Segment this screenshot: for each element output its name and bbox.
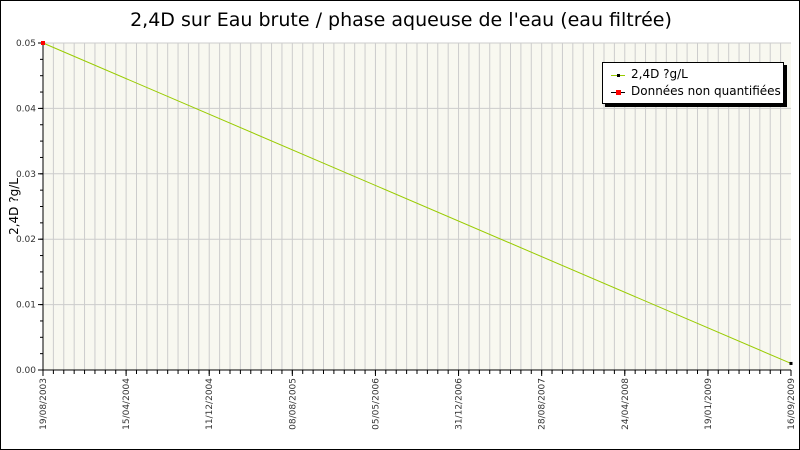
y-tick-label: 0.02 [16,235,36,245]
x-tick-label: 31/12/2006 [455,378,465,430]
legend-swatch-red [611,87,625,97]
y-axis-label: 2,4D ?g/L [7,178,21,235]
x-tick-label: 19/08/2003 [39,378,49,430]
x-tick-label: 15/04/2004 [122,378,132,430]
series-line [42,42,792,364]
x-tick-label: 28/08/2007 [538,378,548,430]
x-tick-label: 16/09/2009 [787,378,797,430]
x-tick-label: 08/08/2005 [288,378,298,430]
chart-title: 2,4D sur Eau brute / phase aqueuse de l'… [130,9,672,31]
legend-item-unquantified: Données non quantifiées [611,83,781,99]
data-point [789,361,793,365]
legend-swatch-line [611,70,625,80]
legend-item-series: 2,4D ?g/L [611,66,688,82]
x-tick-label: 24/04/2008 [621,378,631,430]
y-tick-label: 0.04 [16,104,36,114]
unquantified-point [41,41,45,45]
y-tick-label: 0.01 [16,301,36,311]
legend: 2,4D ?g/L Données non quantifiées [602,62,784,104]
legend-label: 2,4D ?g/L [631,67,688,81]
y-tick-label: 0.03 [16,170,36,180]
y-tick-label: 0.05 [16,39,36,49]
x-tick-label: 11/12/2004 [205,378,215,430]
y-tick-label: 0.00 [16,366,36,376]
legend-label: Données non quantifiées [631,84,781,98]
x-tick-label: 05/05/2006 [371,378,381,430]
x-tick-label: 19/01/2009 [704,378,714,430]
